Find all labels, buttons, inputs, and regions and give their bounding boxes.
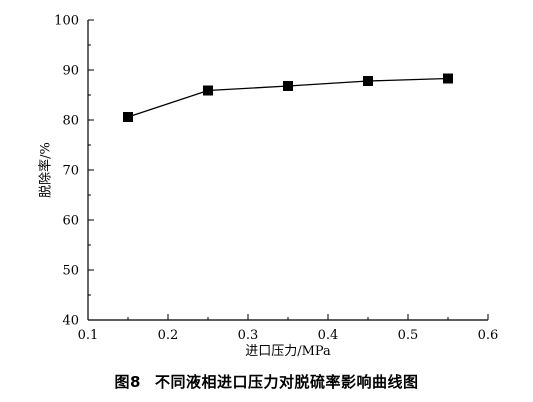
data-point xyxy=(123,112,133,122)
x-tick-label: 0.1 xyxy=(78,328,99,343)
tick-labels: 0.1 0.2 0.3 0.4 0.5 0.6 40 50 60 70 80 90 100 xyxy=(54,14,498,344)
y-tick-label: 70 xyxy=(62,164,79,179)
x-axis-title: 进口压力/MPa xyxy=(245,344,331,359)
y-tick-label: 80 xyxy=(62,114,79,129)
y-tick-label: 90 xyxy=(62,64,79,79)
tick-marks xyxy=(87,19,489,321)
x-tick-label: 0.4 xyxy=(318,328,339,343)
y-tick-label: 50 xyxy=(62,264,79,279)
y-axis-title: 脱除率/% xyxy=(38,142,54,198)
figure-caption-text: 不同液相进口压力对脱硫率影响曲线图 xyxy=(154,373,419,391)
y-tick-label: 60 xyxy=(62,214,79,229)
data-point xyxy=(443,73,453,84)
y-tick-label: 40 xyxy=(62,314,79,329)
x-tick-label: 0.2 xyxy=(158,328,179,343)
data-point xyxy=(363,76,373,86)
x-tick-label: 0.6 xyxy=(478,328,499,343)
figure-number: 图8 xyxy=(114,373,141,391)
x-tick-label: 0.5 xyxy=(398,328,419,343)
figure-caption: 图8 不同液相进口压力对脱硫率影响曲线图 xyxy=(0,371,533,392)
x-tick-label: 0.3 xyxy=(238,328,259,343)
data-series xyxy=(123,73,453,122)
axes xyxy=(87,20,488,321)
data-point xyxy=(203,85,213,96)
data-point xyxy=(283,81,293,91)
y-tick-label: 100 xyxy=(54,14,79,29)
